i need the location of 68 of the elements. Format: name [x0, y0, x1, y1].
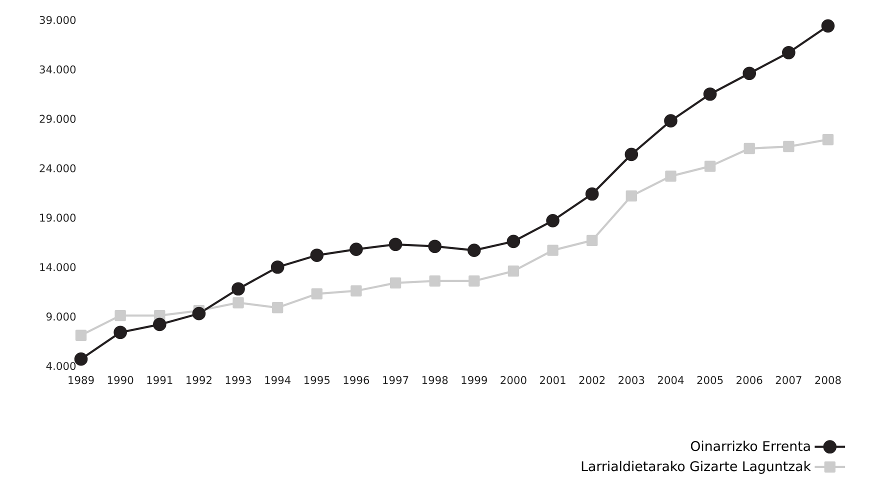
y-tick-label: 34.000 [40, 65, 76, 74]
x-tick-label: 1994 [265, 376, 291, 384]
point [152, 318, 166, 332]
point [624, 148, 638, 162]
x-tick-label: 1990 [108, 376, 134, 384]
x-tick-label: 1997 [383, 376, 408, 384]
x-tick-label: 1999 [462, 376, 487, 384]
y-tick-label: 9.000 [46, 312, 76, 321]
y-tick-label: 14.000 [40, 263, 76, 272]
point [390, 277, 402, 289]
point [192, 306, 206, 320]
point [468, 275, 480, 287]
point [74, 352, 88, 366]
x-tick-label: 1993 [226, 376, 251, 384]
point [114, 310, 126, 322]
x-tick-label: 2003 [618, 376, 644, 384]
x-tick-label: 2001 [540, 376, 566, 384]
point [822, 134, 834, 146]
y-tick-label: 19.000 [40, 214, 76, 222]
x-tick-label: 1991 [147, 376, 172, 384]
point [232, 297, 244, 308]
point [232, 282, 245, 296]
x-tick-label: 1989 [68, 376, 94, 384]
point [704, 160, 716, 172]
point [350, 242, 363, 256]
point [586, 234, 598, 246]
x-tick-label: 1992 [186, 376, 212, 384]
point [506, 234, 520, 248]
point [75, 330, 87, 341]
x-tick-label: 1995 [304, 376, 330, 384]
x-tick-label: 2000 [500, 376, 526, 384]
point [311, 288, 323, 300]
point [310, 248, 324, 262]
y-tick-label: 39.000 [40, 16, 76, 24]
point [429, 275, 440, 287]
point [508, 265, 520, 277]
point [467, 244, 481, 257]
y-tick-label: 24.000 [40, 164, 76, 172]
point [270, 260, 284, 274]
point [388, 238, 402, 252]
point [744, 142, 755, 154]
point [703, 87, 717, 101]
point [742, 66, 756, 80]
x-tick-label: 2007 [776, 376, 802, 384]
point [783, 140, 794, 152]
point [626, 190, 638, 202]
x-tick-label: 2005 [697, 376, 723, 384]
point [665, 170, 676, 182]
point [664, 114, 678, 128]
x-tick-label: 2006 [736, 376, 762, 384]
x-tick-label: 1996 [344, 376, 370, 384]
point [272, 302, 284, 314]
y-tick-label: 29.000 [40, 114, 76, 123]
legend-label: Larrialdietarako Gizarte Laguntzak [582, 460, 811, 474]
x-tick-label: 1998 [422, 376, 448, 384]
point [782, 46, 796, 60]
x-tick-label: 2002 [579, 376, 605, 384]
y-tick-label: 4.000 [46, 362, 76, 370]
point [585, 187, 599, 201]
point [114, 326, 127, 340]
point [821, 19, 835, 33]
point [547, 244, 558, 256]
x-tick-label: 2004 [658, 376, 684, 384]
point [428, 240, 442, 254]
point [546, 214, 560, 228]
point [350, 285, 362, 296]
x-tick-label: 2008 [815, 376, 841, 384]
legend-label: Oinarrizko Errenta [690, 440, 810, 452]
